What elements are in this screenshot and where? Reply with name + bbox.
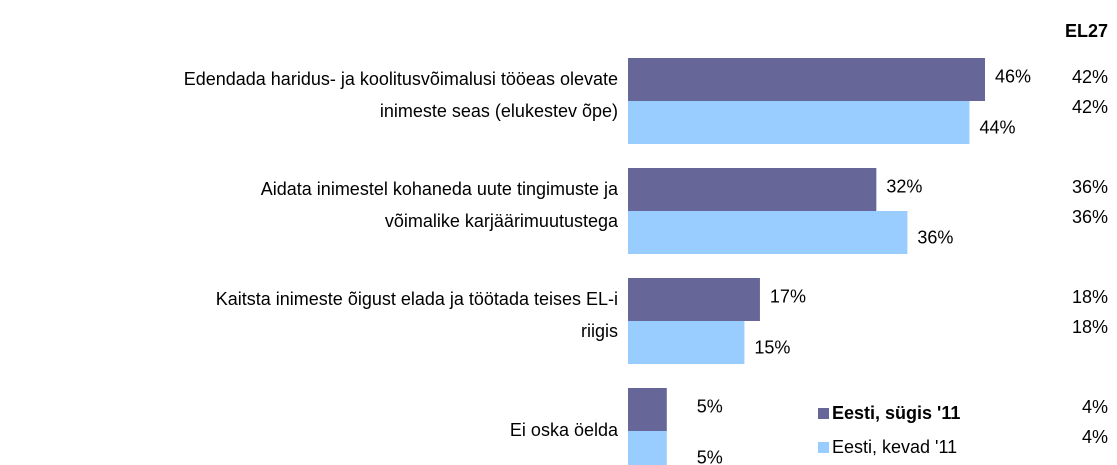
category-label: Kaitsta inimeste õigust elada ja töötada… <box>216 289 618 309</box>
category-label: riigis <box>581 321 618 341</box>
bar <box>628 321 745 364</box>
value-label: 44% <box>979 117 1015 137</box>
eu-value-label: 18% <box>1072 287 1108 307</box>
bar <box>628 101 970 144</box>
bar <box>628 211 908 254</box>
eu-value-label: 4% <box>1082 397 1108 417</box>
value-label: 15% <box>754 337 790 357</box>
eu-value-label: 36% <box>1072 207 1108 227</box>
eu-value-label: 36% <box>1072 177 1108 197</box>
category-label: inimeste seas (elukestev õpe) <box>380 101 618 121</box>
category-label: Aidata inimestel kohaneda uute tingimust… <box>261 179 619 199</box>
value-label: 46% <box>995 66 1031 86</box>
value-label: 5% <box>697 396 723 416</box>
bar <box>628 58 985 101</box>
eu-value-label: 42% <box>1072 97 1108 117</box>
value-label: 32% <box>886 176 922 196</box>
eu-value-label: 4% <box>1082 427 1108 447</box>
bar <box>628 278 760 321</box>
category-label: Edendada haridus- ja koolitusvõimalusi t… <box>184 69 618 89</box>
category-label: Ei oska öelda <box>510 420 619 440</box>
legend-label: Eesti, sügis '11 <box>832 403 960 423</box>
legend-swatch <box>818 408 829 419</box>
value-label: 5% <box>697 447 723 465</box>
eu-value-label: 18% <box>1072 317 1108 337</box>
legend-label: Eesti, kevad '11 <box>832 437 957 457</box>
value-label: 17% <box>770 286 806 306</box>
bar <box>628 388 667 431</box>
bar <box>628 168 877 211</box>
eu-value-label: 42% <box>1072 67 1108 87</box>
bar <box>628 431 667 465</box>
legend-swatch <box>818 442 829 453</box>
value-label: 36% <box>917 227 953 247</box>
eu-header: EL27 <box>1065 21 1108 41</box>
category-label: võimalike karjäärimuutustega <box>385 211 619 231</box>
